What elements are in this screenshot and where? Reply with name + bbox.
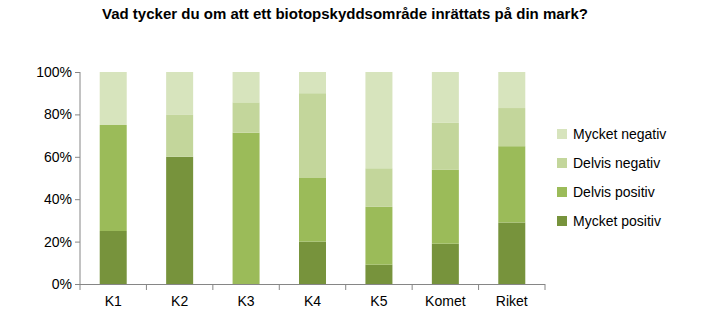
legend-swatch bbox=[557, 129, 567, 139]
legend-swatch bbox=[557, 158, 567, 168]
legend-label: Mycket negativ bbox=[573, 126, 666, 142]
bar-segment bbox=[432, 244, 459, 284]
y-tick bbox=[75, 114, 80, 115]
bar-segment bbox=[166, 157, 193, 284]
bar-segment bbox=[233, 72, 260, 102]
x-tick bbox=[545, 284, 546, 290]
bar-segment bbox=[233, 102, 260, 132]
x-tick bbox=[80, 284, 81, 290]
x-tick-label: K3 bbox=[238, 293, 255, 309]
bar-segment bbox=[365, 265, 392, 284]
legend-swatch bbox=[557, 187, 567, 197]
x-tick-label: Riket bbox=[496, 293, 528, 309]
x-tick bbox=[345, 284, 346, 290]
chart-title: Vad tycker du om att ett biotopskyddsomr… bbox=[100, 4, 590, 23]
x-tick-label: Komet bbox=[425, 293, 466, 309]
bar-segment bbox=[233, 133, 260, 284]
y-tick-label: 0% bbox=[52, 276, 72, 292]
bar-segment bbox=[432, 72, 459, 123]
x-tick-label: K5 bbox=[370, 293, 387, 309]
bar-segment bbox=[365, 72, 392, 168]
y-tick bbox=[75, 199, 80, 200]
bar-segment bbox=[166, 114, 193, 156]
bar-segment bbox=[498, 72, 525, 108]
x-tick-label: K1 bbox=[105, 293, 122, 309]
bar-segment bbox=[432, 123, 459, 170]
y-tick bbox=[75, 157, 80, 158]
bar-segment bbox=[365, 207, 392, 265]
x-tick-label: K4 bbox=[304, 293, 321, 309]
bar-segment bbox=[498, 108, 525, 146]
legend-label: Mycket positiv bbox=[573, 213, 661, 229]
y-tick bbox=[75, 284, 80, 285]
bar-segment bbox=[432, 170, 459, 244]
x-tick bbox=[146, 284, 147, 290]
legend-swatch bbox=[557, 216, 567, 226]
bar-segment bbox=[299, 72, 326, 93]
bar-segment bbox=[166, 72, 193, 114]
legend-label: Delvis positiv bbox=[573, 184, 655, 200]
bar-segment bbox=[299, 242, 326, 284]
x-tick bbox=[212, 284, 213, 290]
bar-segment bbox=[299, 93, 326, 178]
y-tick-label: 60% bbox=[44, 149, 72, 165]
y-tick bbox=[75, 242, 80, 243]
x-tick bbox=[279, 284, 280, 290]
x-tick bbox=[412, 284, 413, 290]
chart: 0% 20% 40% 60% 80% 100% K1 K2 K3 K4 K5 Komet Riket My… bbox=[0, 0, 705, 315]
bar-segment bbox=[498, 146, 525, 222]
bars bbox=[100, 72, 526, 284]
bar-segment bbox=[365, 168, 392, 207]
bar-segment bbox=[299, 178, 326, 242]
legend-label: Delvis negativ bbox=[573, 155, 660, 171]
y-tick-label: 100% bbox=[36, 64, 72, 80]
y-tick-label: 40% bbox=[44, 191, 72, 207]
bar-segment bbox=[100, 125, 127, 231]
x-tick bbox=[478, 284, 479, 290]
y-tick bbox=[75, 72, 80, 73]
bar-segment bbox=[100, 231, 127, 284]
bar-segment bbox=[100, 72, 127, 125]
y-tick-label: 20% bbox=[44, 234, 72, 250]
x-axis bbox=[80, 284, 545, 285]
x-tick-label: K2 bbox=[171, 293, 188, 309]
y-tick-label: 80% bbox=[44, 106, 72, 122]
y-axis bbox=[80, 72, 81, 284]
bar-segment bbox=[498, 223, 525, 284]
